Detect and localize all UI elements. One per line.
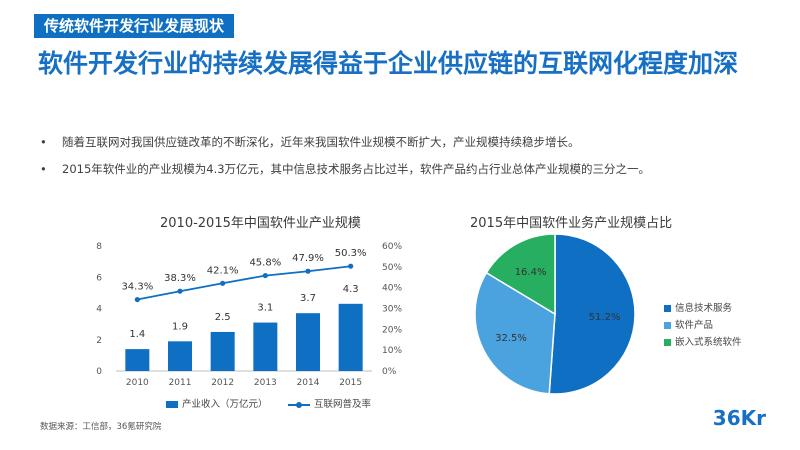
y-right-tick-label: 60%: [382, 242, 402, 252]
pie-slice-label: 51.2%: [589, 312, 621, 323]
x-tick-label: 2011: [169, 378, 192, 388]
bar-value-label: 4.3: [343, 284, 359, 295]
x-tick-label: 2015: [339, 378, 362, 388]
bar-legend-item: 产业收入（万亿元）: [166, 396, 268, 410]
y-right-tick-label: 30%: [382, 305, 402, 315]
y-right-tick-label: 10%: [382, 346, 402, 356]
bar: [168, 341, 192, 371]
y-left-tick-label: 8: [96, 242, 102, 252]
y-right-tick-label: 50%: [382, 263, 402, 273]
bar: [296, 313, 320, 371]
bullet-dot: •: [40, 135, 47, 149]
line-value-label: 34.3%: [121, 282, 153, 293]
y-right-tick-label: 20%: [382, 325, 402, 335]
line-value-label: 45.8%: [249, 258, 281, 269]
pie-chart-title: 2015年中国软件业务产业规模占比: [470, 216, 673, 231]
y-right-tick-label: 40%: [382, 284, 402, 294]
y-left-tick-label: 0: [96, 367, 102, 377]
line-point: [305, 268, 311, 274]
x-tick-label: 2010: [126, 378, 149, 388]
bullet-dot: •: [40, 162, 47, 176]
bar: [125, 349, 150, 371]
bar-value-label: 1.4: [129, 329, 145, 340]
line-point: [177, 288, 183, 294]
brand-logo: 36Kr: [713, 406, 766, 430]
bar-legend-label: 产业收入（万亿元）: [182, 399, 268, 410]
bar-value-label: 3.7: [300, 293, 316, 304]
pie-legend-swatch: [664, 322, 671, 329]
line-value-label: 38.3%: [164, 273, 196, 284]
line-legend-item: 互联网普及率: [288, 396, 371, 410]
pie-slice: [485, 233, 556, 316]
bar: [210, 331, 235, 371]
bar-value-label: 1.9: [172, 321, 188, 332]
pie-legend-item: 嵌入式系统软件: [664, 334, 742, 351]
line-point: [348, 263, 354, 269]
pie-slice: [548, 233, 636, 395]
bar-legend-swatch: [166, 401, 178, 408]
line-point: [220, 280, 226, 286]
bullet-text: 随着互联网对我国供应链改革的不断深化，近年来我国软件业规模不断扩大，产业规模持续…: [62, 135, 580, 149]
section-tag: 传统软件开发行业发展现状: [34, 14, 235, 38]
line-point: [262, 272, 268, 279]
pie-legend-swatch: [664, 339, 671, 346]
bullet-item: • 随着互联网对我国供应链改革的不断深化，近年来我国软件业规模不断扩大，产业规模…: [40, 134, 780, 150]
x-tick-label: 2013: [254, 378, 277, 388]
pie-slice: [474, 271, 556, 395]
x-tick-label: 2012: [211, 378, 234, 388]
bullet-list: • 随着互联网对我国供应链改革的不断深化，近年来我国软件业规模不断扩大，产业规模…: [40, 134, 780, 188]
line-legend-label: 互联网普及率: [314, 399, 372, 410]
line-point: [134, 296, 140, 303]
pie-slice-label: 16.4%: [515, 267, 547, 278]
y-left-tick-label: 2: [96, 336, 102, 346]
line-value-label: 47.9%: [292, 253, 324, 264]
line-legend-swatch: [288, 401, 310, 409]
line-series: [137, 265, 351, 301]
y-right-tick-label: 0%: [382, 367, 397, 377]
line-value-label: 50.3%: [335, 248, 367, 259]
logo-kr: Kr: [740, 406, 766, 430]
bar: [253, 322, 278, 371]
bar-value-label: 2.5: [215, 312, 231, 323]
pie-legend-label: 嵌入式系统软件: [675, 337, 742, 348]
logo-number: 36: [712, 406, 741, 430]
page-headline: 软件开发行业的持续发展得益于企业供应链的互联网化程度加深: [38, 49, 739, 78]
pie-legend-swatch: [664, 305, 671, 312]
line-value-label: 42.1%: [207, 265, 239, 276]
bar-chart-title: 2010-2015年中国软件业产业规模: [160, 216, 361, 231]
pie-legend-label: 软件产品: [675, 320, 714, 331]
x-tick-label: 2014: [297, 378, 320, 388]
pie-legend-item: 信息技术服务: [664, 300, 742, 317]
bullet-text: 2015年软件业的产业规模为4.3万亿元，其中信息技术服务占比过半，软件产品约占…: [62, 162, 651, 176]
bar-value-label: 3.1: [257, 303, 273, 314]
bullet-item: • 2015年软件业的产业规模为4.3万亿元，其中信息技术服务占比过半，软件产品…: [40, 161, 780, 177]
bar: [338, 303, 363, 371]
pie-legend-label: 信息技术服务: [675, 303, 733, 314]
y-left-tick-label: 4: [96, 305, 102, 315]
pie-legend-item: 软件产品: [664, 317, 742, 334]
pie-slice-label: 32.5%: [495, 333, 527, 344]
data-source-note: 数据来源：工信部，36氪研究院: [40, 422, 162, 432]
y-left-tick-label: 6: [96, 273, 102, 283]
pie-legend: 信息技术服务 软件产品 嵌入式系统软件: [664, 300, 742, 351]
